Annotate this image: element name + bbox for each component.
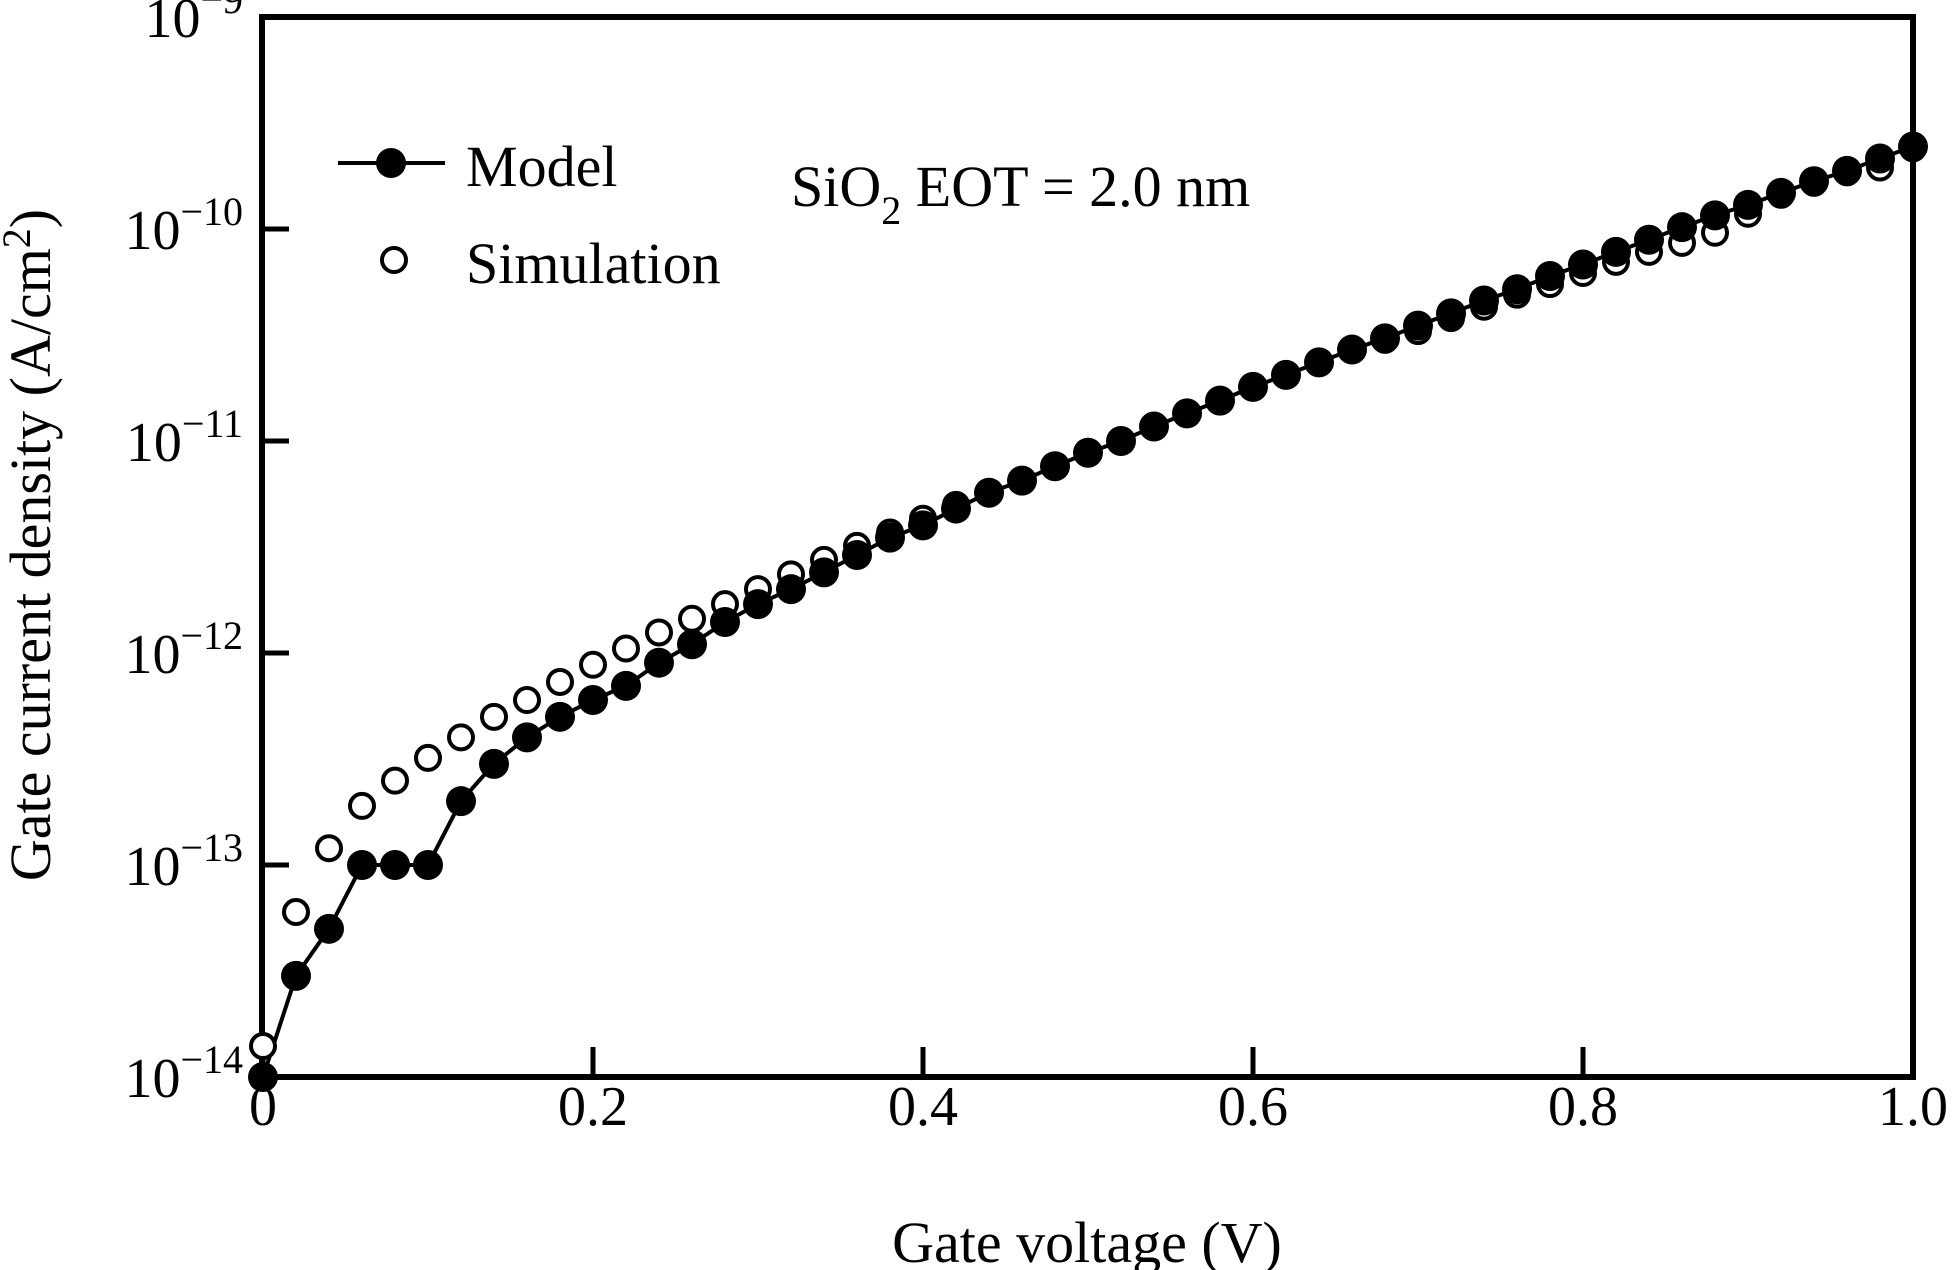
model-point [974, 477, 1004, 508]
simulation-point [282, 898, 310, 927]
model-point [1799, 166, 1829, 197]
legend-simulation-marker [380, 246, 408, 274]
model-point [1073, 437, 1103, 468]
simulation-point [513, 686, 541, 715]
model-point [710, 607, 740, 638]
model-point [1271, 359, 1301, 390]
model-point [644, 647, 674, 678]
model-point [776, 574, 806, 605]
model-point [1700, 200, 1730, 231]
model-point [1568, 249, 1598, 280]
model-point [743, 589, 773, 620]
x-tick-label: 0.2 [558, 1076, 628, 1138]
model-point [1007, 465, 1037, 496]
model-point [1139, 411, 1169, 442]
simulation-point [447, 723, 475, 752]
data-marks [248, 131, 1928, 1092]
model-point [1172, 398, 1202, 429]
model-point [1502, 274, 1532, 305]
model-point [1898, 131, 1928, 162]
model-point [1733, 189, 1763, 220]
model-point [314, 913, 344, 944]
model-point [1634, 224, 1664, 255]
y-axis-label: Gate current density (A/cm2) [0, 209, 63, 881]
model-point [1106, 426, 1136, 456]
legend-model-marker [376, 148, 406, 178]
y-tick-label: 10−14 [124, 1037, 243, 1110]
x-tick-label: 1.0 [1878, 1076, 1948, 1138]
legend-model-label: Model [466, 134, 617, 199]
simulation-point [348, 791, 376, 820]
model-point [281, 960, 311, 991]
model-point [248, 1062, 278, 1092]
model-point [1304, 347, 1334, 378]
y-tick-labels: 10−14 10−13 10−12 10−11 10−10 10−9 [124, 0, 243, 1110]
model-point [512, 722, 542, 753]
model-point [545, 701, 575, 732]
x-tick-label: 0.8 [1548, 1076, 1618, 1138]
model-point [941, 493, 971, 524]
model-point [611, 670, 641, 701]
annotation-eot: SiO2 EOT = 2.0 nm [791, 154, 1250, 233]
model-point [1766, 177, 1796, 208]
model-point [1337, 334, 1367, 365]
model-point [1370, 323, 1400, 354]
x-tick-label: 0.4 [888, 1076, 958, 1138]
model-point [1205, 385, 1235, 416]
model-point [1865, 143, 1895, 174]
model-point [479, 748, 509, 779]
model-point [1403, 310, 1433, 341]
x-tick-labels: 0 0.2 0.4 0.6 0.8 1.0 [249, 1076, 1948, 1138]
y-tick-label: 10−9 [144, 0, 243, 50]
y-tick-label: 10−11 [126, 401, 243, 474]
model-point [446, 786, 476, 817]
simulation-point [678, 604, 706, 633]
simulation-point [480, 702, 508, 731]
model-point [875, 522, 905, 553]
model-point [578, 685, 608, 716]
model-point [1469, 285, 1499, 316]
model-point [1436, 298, 1466, 329]
model-point [347, 850, 377, 880]
legend-simulation-label: Simulation [466, 231, 721, 296]
model-point [1601, 236, 1631, 267]
model-point [413, 850, 443, 880]
y-tick-label: 10−10 [124, 189, 243, 262]
model-point [1667, 212, 1697, 243]
model-point [1040, 451, 1070, 482]
simulation-point [315, 834, 343, 863]
simulation-point [612, 634, 640, 663]
simulation-point [645, 618, 673, 647]
model-point [1832, 155, 1862, 186]
y-tick-label: 10−13 [124, 825, 243, 898]
simulation-point [249, 1032, 277, 1061]
model-point [1535, 261, 1565, 292]
model-point [809, 557, 839, 588]
model-point [1238, 371, 1268, 402]
simulation-point [381, 766, 409, 795]
simulation-point [579, 650, 607, 679]
model-point [908, 510, 938, 541]
simulation-point [546, 667, 574, 696]
model-point [380, 850, 410, 880]
x-axis-label: Gate voltage (V) [892, 1210, 1282, 1270]
model-point [842, 539, 872, 570]
simulation-point [414, 743, 442, 772]
model-point [677, 629, 707, 660]
x-tick-label: 0.6 [1218, 1076, 1288, 1138]
legend: Model Simulation [338, 134, 721, 296]
plot-frame [259, 14, 1916, 1080]
y-tick-label: 10−12 [124, 613, 243, 686]
